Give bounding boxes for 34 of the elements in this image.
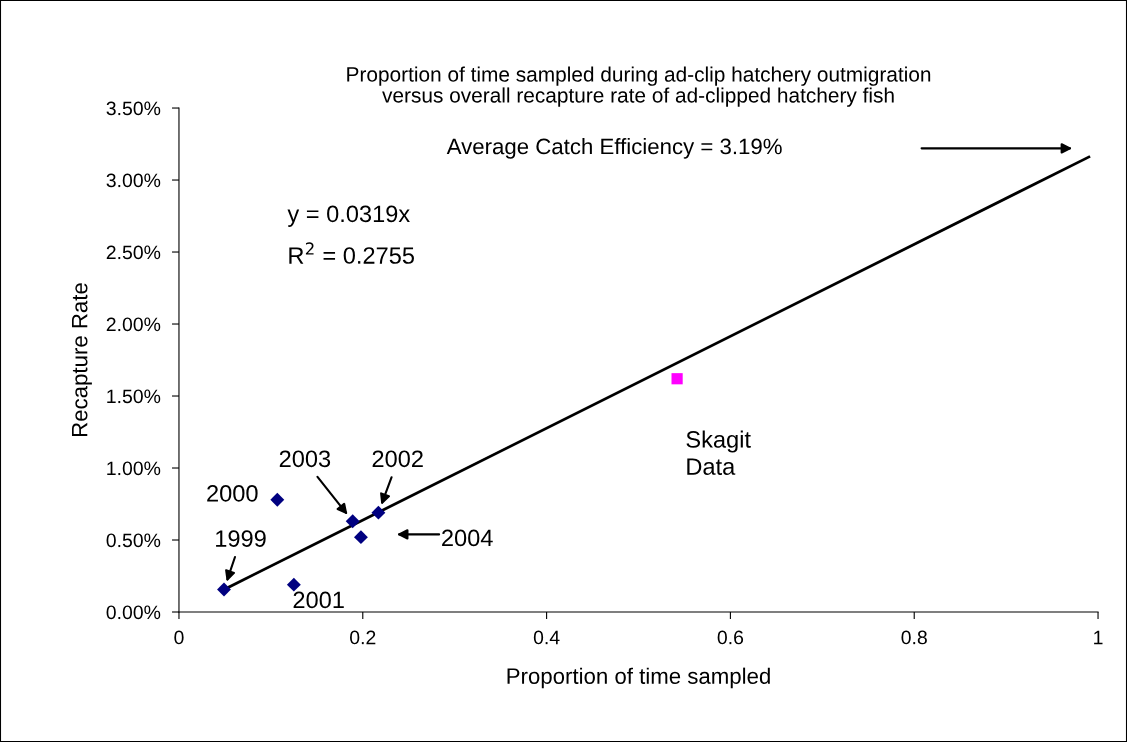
y-tick-label: 1.50% [107,389,161,404]
y-axis-title: Recapture Rate [71,283,92,437]
x-tick-label: 0.8 [901,630,927,645]
x-tick-label: 0 [174,630,184,645]
y-tick-label: 0.50% [106,533,161,548]
annotation: Average Catch Efficiency = 3.19% [446,137,782,159]
point [286,577,301,592]
point [217,582,231,597]
x-tick-label: 0.6 [717,630,744,645]
annotation: y = 0.0319x [287,205,410,227]
point [345,514,360,529]
y-tick-label: 2.00% [106,317,161,332]
annotation: 2003 [279,450,331,468]
x-axis-title: Proportion of time sampled [507,667,770,689]
annotation: 2002 [372,450,423,468]
annotation: 1999 [216,530,266,547]
y-tick-label: 0.00% [106,605,161,620]
x-tick-label: 1 [1094,630,1103,645]
annotation: 2001 [293,591,344,609]
y-tick-label: 1.00% [107,461,161,476]
x-tick-label: 0.2 [350,630,376,645]
annotation: 2000 [207,484,258,502]
point [371,505,386,520]
y-tick-label: 3.50% [106,101,161,116]
x-tick-label: 0.4 [533,630,560,645]
point [671,373,683,385]
annotation: 2004 [442,529,493,547]
annotation: R$^{2}$ = 0.2755 [289,242,414,264]
point [270,492,285,507]
annotation: Skagit Data [686,430,751,475]
y-tick-label: 2.50% [106,245,161,260]
chart-title: Proportion of time sampled during ad-clip hatchery outmigration versus overall recapture rate of ad-clipped hatchery fish [347,66,931,107]
y-tick-label: 3.00% [106,173,161,188]
point [354,530,368,545]
